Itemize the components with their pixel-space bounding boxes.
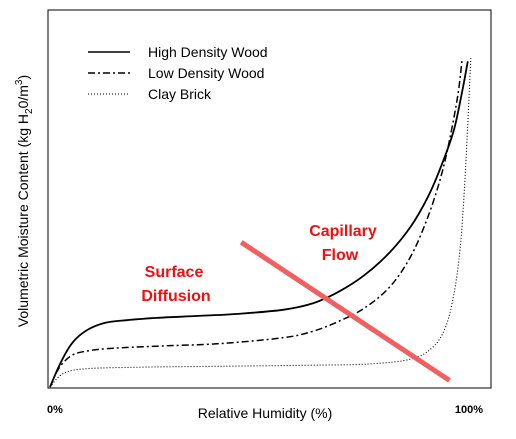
x-tick-label-0: 0% — [47, 404, 63, 416]
legend-label-high-density-wood: High Density Wood — [148, 44, 268, 60]
x-tick-label-100: 100% — [455, 404, 483, 416]
series-layer — [49, 57, 472, 388]
legend: High Density Wood Low Density Wood Clay … — [88, 44, 268, 102]
plot-area-border — [47, 9, 492, 389]
regime-divider-line — [239, 240, 451, 383]
annotation-capillary-flow: Capillary Flow — [309, 223, 377, 264]
annotation-capillary-line1: Capillary — [309, 223, 377, 240]
legend-label-clay-brick: Clay Brick — [148, 86, 212, 102]
series-line-clay-brick — [49, 57, 472, 388]
legend-label-low-density-wood: Low Density Wood — [148, 65, 264, 81]
annotation-capillary-line2: Flow — [322, 247, 359, 264]
series-line-high-density-wood — [49, 61, 469, 388]
annotation-surface-line2: Diffusion — [141, 288, 210, 305]
annotation-surface-diffusion: Surface Diffusion — [141, 264, 210, 305]
y-axis-label: Volumetric Moisture Content (kg H20/m3) — [14, 75, 35, 327]
annotation-surface-line1: Surface — [145, 264, 204, 281]
x-axis-label: Relative Humidity (%) — [198, 405, 333, 421]
series-line-low-density-wood — [49, 57, 464, 388]
